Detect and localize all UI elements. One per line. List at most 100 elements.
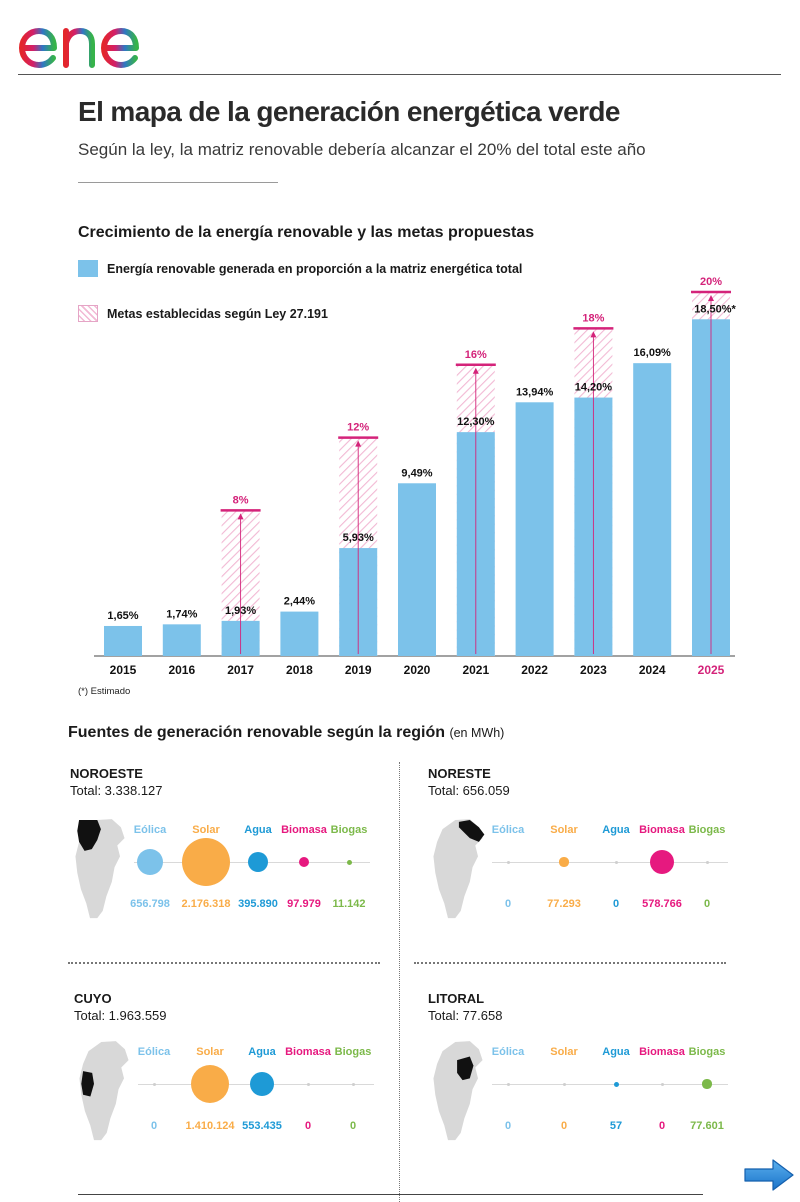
source-label-biomasa: Biomasa: [639, 1046, 685, 1058]
value-label-2019: 5,93%: [343, 532, 374, 544]
legend-targets: Metas establecidas según Ley 27.191: [78, 305, 328, 322]
year-label-2018: 2018: [286, 663, 313, 677]
source-label-solar: Solar: [196, 1046, 224, 1058]
source-value-biogas: 77.601: [690, 1120, 724, 1132]
chart-footnote: (*) Estimado: [78, 686, 131, 697]
bar-2018: [280, 611, 319, 656]
chart-title: Crecimiento de la energía renovable y la…: [78, 224, 535, 241]
source-value-eólica: 0: [504, 1120, 512, 1132]
target-label-2021: 16%: [465, 349, 487, 361]
source-label-solar: Solar: [550, 824, 578, 836]
bubble-eólica: [152, 1082, 156, 1086]
year-label-2021: 2021: [462, 663, 489, 677]
regions-horizontal-divider-left: [68, 962, 380, 964]
target-arrow-head-2019: [355, 440, 362, 447]
legend-generated: Energía renovable generada en proporción…: [78, 260, 522, 277]
header-divider: [18, 74, 781, 75]
argentina-shape: [433, 819, 483, 919]
bubble-axis: [492, 862, 728, 863]
year-label-2017: 2017: [227, 663, 254, 677]
year-label-2022: 2022: [521, 663, 548, 677]
region-noreste: NORESTE Total: 656.059 Eólica 0 Solar 77.293 A…: [428, 766, 758, 966]
region-total: Total: 3.338.127: [70, 783, 163, 798]
source-label-agua: Agua: [602, 824, 630, 836]
source-label-biomasa: Biomasa: [285, 1046, 331, 1058]
source-label-biogas: Biogas: [330, 824, 368, 836]
source-value-eólica: 0: [504, 898, 512, 910]
source-value-agua: 553.435: [242, 1120, 282, 1132]
value-label-2022: 13,94%: [516, 386, 554, 398]
source-label-agua: Agua: [248, 1046, 276, 1058]
source-value-biomasa: 0: [658, 1120, 666, 1132]
source-label-eólica: Eólica: [133, 824, 167, 836]
bubble-biomasa: [298, 856, 310, 868]
source-value-eólica: 656.798: [130, 898, 170, 910]
regions-title: Fuentes de generación renovable según la…: [68, 724, 504, 742]
bar-2020: [398, 483, 436, 656]
bubble-agua: [247, 851, 269, 873]
source-value-agua: 57: [609, 1120, 623, 1132]
bubble-solar: [182, 838, 230, 886]
highlighted-region-shape: [77, 820, 101, 851]
source-value-agua: 0: [612, 898, 620, 910]
bubble-eólica: [506, 1082, 510, 1086]
bubble-agua: [249, 1071, 275, 1097]
year-label-2025: 2025: [698, 663, 725, 677]
source-label-eólica: Eólica: [491, 824, 525, 836]
page-title: El mapa de la generación energética verd…: [78, 96, 620, 127]
target-label-2019: 12%: [347, 422, 369, 434]
target-label-2023: 18%: [582, 312, 604, 324]
regions-vertical-divider: [399, 762, 400, 1202]
year-label-2019: 2019: [345, 663, 372, 677]
target-arrow-head-2023: [590, 331, 597, 338]
legend-generated-label: Energía renovable generada en proporción…: [107, 261, 523, 276]
value-label-2025: 18,50%*: [694, 303, 736, 315]
region-total: Total: 656.059: [428, 783, 510, 798]
bubble-agua: [613, 1081, 619, 1087]
source-label-eólica: Eólica: [137, 1046, 171, 1058]
source-label-agua: Agua: [244, 824, 272, 836]
source-value-biogas: 11.142: [332, 898, 366, 910]
source-label-biogas: Biogas: [688, 824, 726, 836]
bubble-solar: [190, 1064, 230, 1104]
bubble-agua: [614, 860, 618, 864]
next-arrow-icon[interactable]: [743, 1158, 795, 1192]
source-value-biomasa: 578.766: [642, 898, 682, 910]
legend-targets-swatch: [78, 305, 98, 322]
source-value-biogas: 0: [349, 1120, 357, 1132]
region-name: LITORAL: [428, 991, 485, 1006]
bubble-eólica: [506, 860, 510, 864]
region-total: Total: 77.658: [428, 1008, 503, 1023]
region-map-noroeste: [75, 819, 125, 919]
target-label-2025: 20%: [700, 276, 722, 288]
source-value-solar: 0: [560, 1120, 568, 1132]
bubble-biomasa: [649, 849, 675, 875]
argentina-shape: [79, 1041, 129, 1141]
source-label-biogas: Biogas: [688, 1046, 726, 1058]
region-total: Total: 1.963.559: [74, 1008, 167, 1023]
bubble-biogas: [346, 859, 352, 865]
bubble-biomasa: [306, 1082, 310, 1086]
region-name: NORESTE: [428, 766, 491, 781]
bubble-biogas: [351, 1082, 355, 1086]
highlighted-region-shape: [457, 1056, 474, 1081]
bubble-biomasa: [660, 1082, 664, 1086]
source-value-solar: 1.410.124: [185, 1120, 235, 1132]
bubble-solar: [559, 857, 569, 867]
value-label-2017: 1,93%: [225, 605, 256, 617]
region-noroeste: NOROESTE Total: 3.338.127 Eólica 656.798 Sol…: [70, 766, 400, 966]
target-label-2017: 8%: [233, 494, 249, 506]
region-cuyo: CUYO Total: 1.963.559 Eólica 0 Solar 1.410.12…: [74, 991, 404, 1191]
regions-title-text: Fuentes de generación renovable según la…: [68, 724, 445, 741]
source-label-eólica: Eólica: [491, 1046, 525, 1058]
bar-2015: [104, 625, 142, 656]
footer-divider: [78, 1194, 703, 1195]
region-name: NOROESTE: [70, 766, 143, 781]
year-label-2015: 2015: [110, 663, 137, 677]
value-label-2016: 1,74%: [166, 608, 197, 620]
bar-2016: [162, 624, 201, 656]
regions-horizontal-divider-right: [414, 962, 726, 964]
source-value-biomasa: 0: [304, 1120, 312, 1132]
source-value-solar: 77.293: [547, 898, 581, 910]
region-map-litoral: [433, 1041, 483, 1141]
